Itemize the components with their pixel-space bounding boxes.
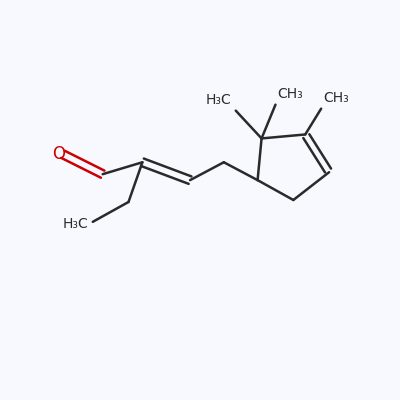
Text: H₃C: H₃C	[63, 217, 89, 231]
Text: H₃C: H₃C	[206, 93, 232, 107]
Text: CH₃: CH₃	[323, 91, 349, 105]
Text: CH₃: CH₃	[278, 87, 303, 101]
Text: O: O	[52, 145, 65, 163]
